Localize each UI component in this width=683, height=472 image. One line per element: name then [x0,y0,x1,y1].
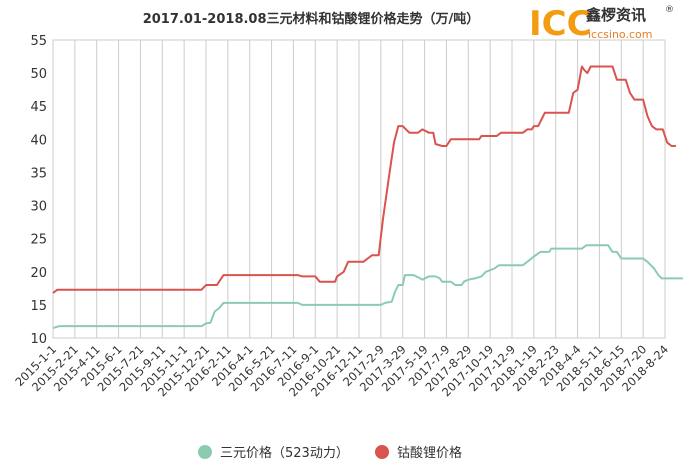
logo-mark: ICC [529,4,592,44]
chart-title: 2017.01-2018.08三元材料和钴酸锂价格走势（万/吨） [143,11,480,27]
legend-label-1: 三元价格（523动力） [220,445,349,461]
logo-url: iccsino.com [588,28,652,41]
x-axis-ticks: 2015-1-12015-2-212015-4-112015-6-12015-7… [12,342,671,399]
logo-name: 鑫椤资讯 [585,6,646,24]
y-tick-label: 35 [30,166,47,181]
logo-registered: ® [665,5,674,15]
legend-label-2: 钴酸锂价格 [397,445,462,461]
series-lines [52,65,683,330]
legend: 三元价格（523动力） 钴酸锂价格 [198,445,462,461]
y-tick-label: 55 [30,34,47,49]
y-tick-label: 45 [30,100,47,115]
y-axis-ticks: 10 15 20 25 30 35 40 45 50 55 [30,34,47,347]
legend-marker-1 [198,445,212,459]
gridlines [52,39,666,339]
y-tick-label: 30 [30,200,47,215]
legend-marker-2 [375,445,389,459]
y-tick-label: 10 [30,332,47,347]
y-tick-label: 15 [30,299,47,314]
series-line-1 [52,244,683,330]
y-tick-label: 25 [30,233,47,248]
y-tick-label: 40 [30,133,47,148]
logo: ICC 鑫椤资讯 iccsino.com ® [529,4,674,44]
y-tick-label: 20 [30,266,47,281]
y-tick-label: 50 [30,67,47,82]
series-line-2 [52,65,676,294]
